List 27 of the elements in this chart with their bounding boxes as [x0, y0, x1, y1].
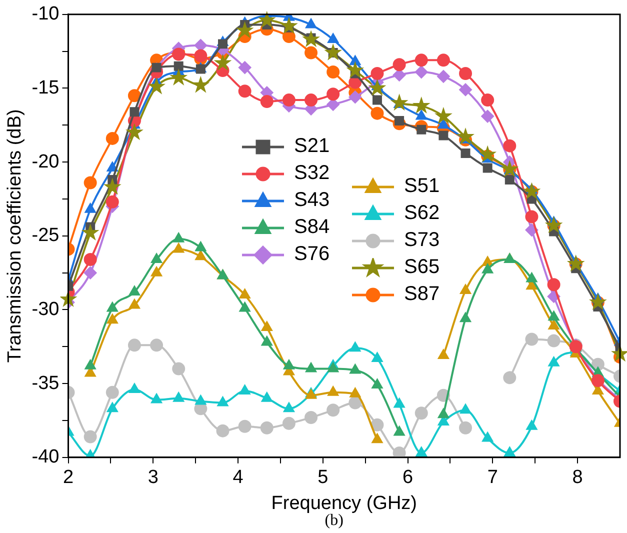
legend-label: S21 [294, 135, 330, 158]
legend-label: S76 [294, 243, 330, 266]
legend-label: S32 [294, 162, 330, 185]
x-tick-label: 3 [148, 467, 158, 488]
y-tick-label: -40 [32, 446, 60, 468]
y-tick-label: -35 [32, 372, 60, 394]
y-tick-label: -20 [32, 151, 60, 172]
legend-label: S62 [404, 202, 440, 225]
legend-label: S73 [404, 229, 440, 252]
y-tick-label: -10 [32, 4, 60, 25]
text: (b) [324, 512, 344, 530]
y-tick-label: -30 [32, 298, 60, 320]
y-tick-label: -25 [32, 225, 60, 246]
legend-label: S51 [404, 175, 440, 198]
y-axis-title: Transmission coefficients (dB) [4, 109, 26, 363]
y-tick-label: -15 [32, 77, 60, 98]
x-tick-label: 5 [318, 467, 328, 488]
legend-label: S65 [404, 256, 440, 279]
legend-label: S87 [404, 283, 440, 306]
legend-label: S84 [294, 216, 330, 239]
x-tick-label: 7 [487, 467, 498, 488]
x-axis-title: Frequency (GHz) [271, 492, 417, 514]
x-tick-label: 2 [62, 467, 74, 488]
x-tick-label: 4 [232, 467, 244, 488]
x-tick-label: 6 [402, 467, 414, 488]
x-tick-label: 8 [572, 467, 583, 488]
legend-label: S43 [294, 189, 330, 212]
